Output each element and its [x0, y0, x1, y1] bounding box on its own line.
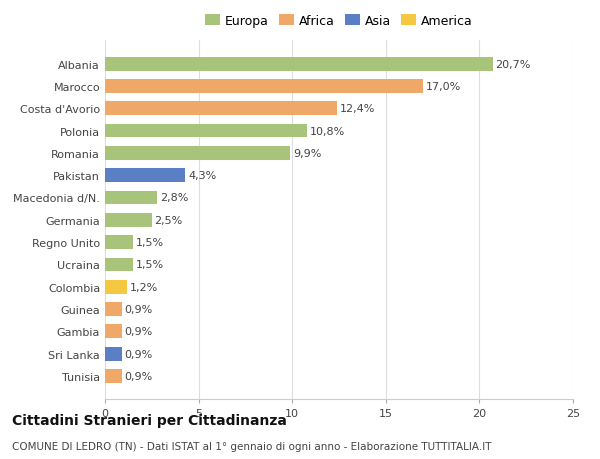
- Bar: [105, 369, 122, 383]
- Bar: [105, 347, 122, 361]
- Text: 0,9%: 0,9%: [125, 371, 153, 381]
- Text: 20,7%: 20,7%: [496, 60, 530, 69]
- Text: 1,2%: 1,2%: [130, 282, 158, 292]
- Text: 1,5%: 1,5%: [136, 238, 164, 247]
- Text: 4,3%: 4,3%: [188, 171, 217, 181]
- Legend: Europa, Africa, Asia, America: Europa, Africa, Asia, America: [202, 11, 476, 32]
- Text: 0,9%: 0,9%: [125, 349, 153, 359]
- Text: 2,5%: 2,5%: [155, 215, 183, 225]
- Bar: [105, 169, 185, 183]
- Text: 9,9%: 9,9%: [293, 149, 322, 158]
- Bar: [105, 80, 423, 94]
- Text: COMUNE DI LEDRO (TN) - Dati ISTAT al 1° gennaio di ogni anno - Elaborazione TUTT: COMUNE DI LEDRO (TN) - Dati ISTAT al 1° …: [12, 441, 491, 451]
- Text: 2,8%: 2,8%: [160, 193, 188, 203]
- Bar: [105, 325, 122, 339]
- Text: 17,0%: 17,0%: [426, 82, 461, 92]
- Text: Cittadini Stranieri per Cittadinanza: Cittadini Stranieri per Cittadinanza: [12, 413, 287, 427]
- Bar: [105, 146, 290, 161]
- Text: 12,4%: 12,4%: [340, 104, 376, 114]
- Bar: [105, 235, 133, 250]
- Bar: [105, 280, 127, 294]
- Text: 1,5%: 1,5%: [136, 260, 164, 270]
- Text: 10,8%: 10,8%: [310, 126, 345, 136]
- Bar: [105, 57, 493, 72]
- Text: 0,9%: 0,9%: [125, 327, 153, 336]
- Bar: [105, 124, 307, 138]
- Bar: [105, 302, 122, 316]
- Bar: [105, 258, 133, 272]
- Bar: [105, 213, 152, 227]
- Text: 0,9%: 0,9%: [125, 304, 153, 314]
- Bar: [105, 102, 337, 116]
- Bar: [105, 191, 157, 205]
